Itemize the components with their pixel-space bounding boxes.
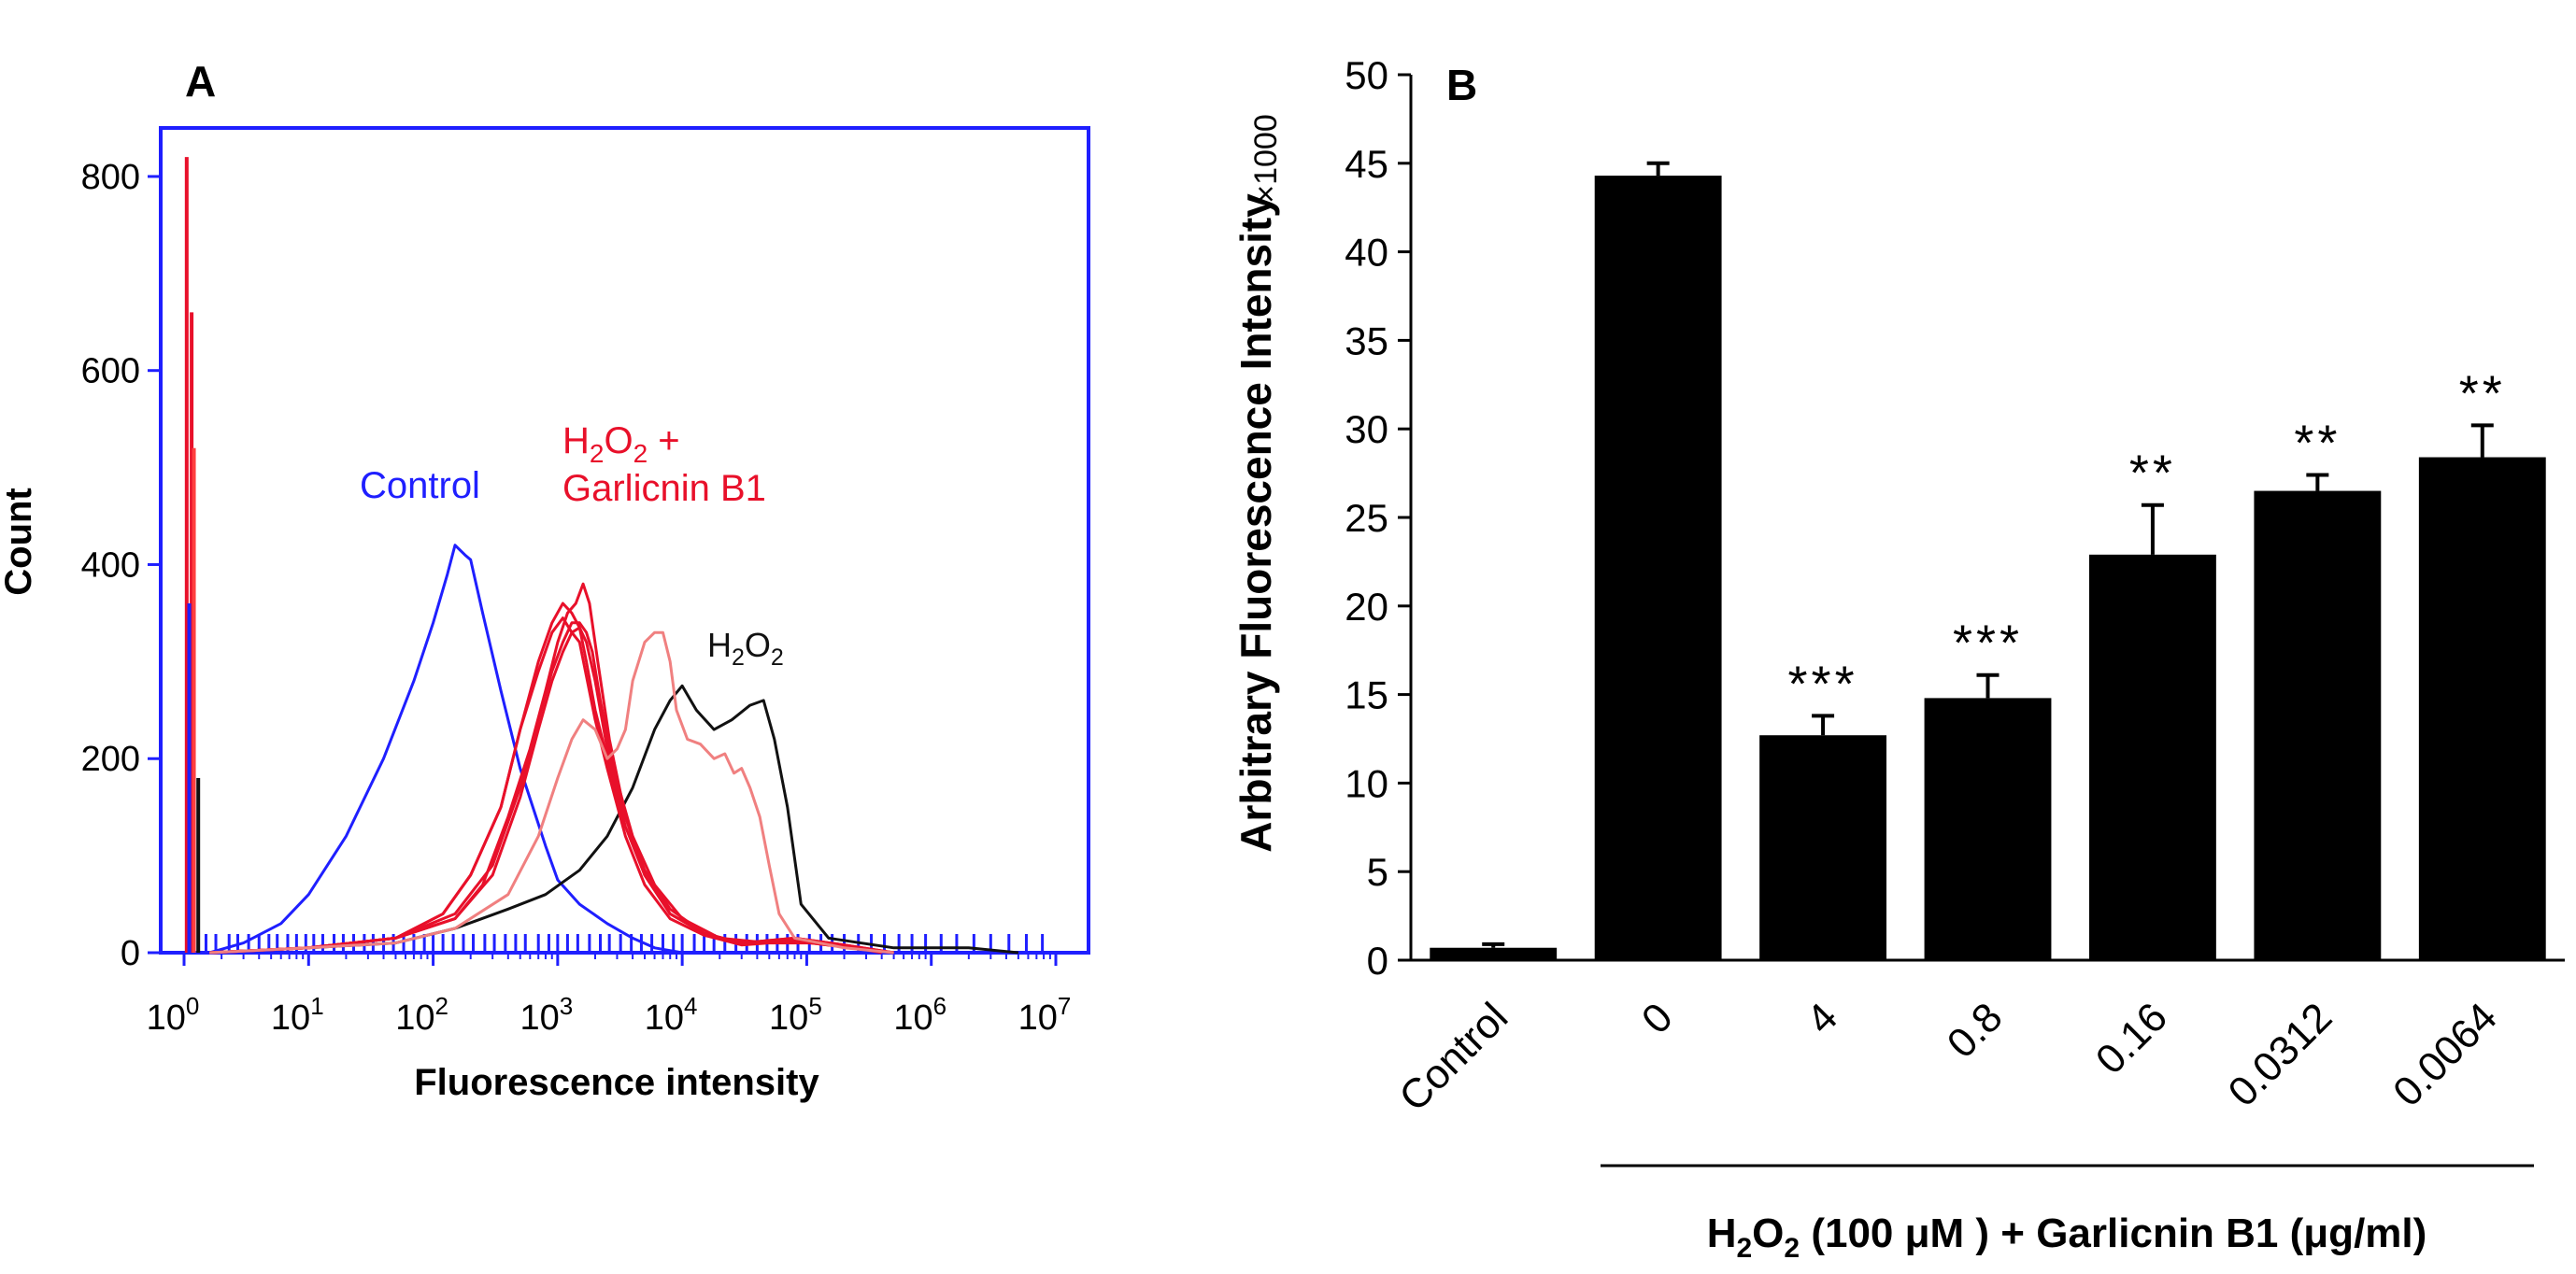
panel-a-y-tick-label: 800 [81,158,140,197]
panel-b-category-label: 4 [1798,994,1846,1042]
panel-a-y-tick-label: 600 [81,352,140,391]
panel-b-bars: ************ [1430,161,2546,960]
panel-a-y-tick-label: 200 [81,740,140,779]
panel-a-series-line [209,621,882,955]
panel-a-series-line [209,602,894,955]
panel-b-label: B [1446,61,1477,109]
panel-b-y-tick-label: 0 [1367,939,1388,983]
panel-a-series-line [208,544,683,955]
panel-a-y-tick-label: 0 [121,934,140,973]
panel-b-bar [2254,490,2382,960]
panel-b-category-label: 0.0312 [2220,994,2341,1115]
panel-b-category-label: Control [1390,994,1516,1120]
panel-b-category-label: 0 [1633,994,1682,1042]
panel-a-baseline-events [192,934,1045,953]
panel-b-y-tick-label: 40 [1345,231,1388,275]
panel-a-y-label: Count [0,488,39,596]
panel-b-y-tick-label: 25 [1345,496,1388,540]
panel-a-label: A [185,57,216,106]
panel-a-histogram: A 0 200 400 600 800 100 101 102 103 104 105 106 107… [0,57,1090,1103]
panel-b-bar [1430,947,1558,960]
panel-a-x-tick-label: 107 [1018,992,1072,1038]
panel-a-series [208,544,1019,955]
panel-b-bar [2089,554,2216,960]
panel-a-series-line [209,582,894,955]
panel-a-spikes [184,157,201,953]
panel-b-y-tick-label: 30 [1345,407,1388,451]
panel-b-y-tick-label: 5 [1367,850,1388,894]
panel-a-x-tick-label: 103 [519,992,573,1038]
garlicnin-annotation-line1: H2O2 + [562,420,680,468]
panel-a-plot-frame [159,126,1090,955]
panel-b-x-tick-labels: Control 0 4 0.8 0.16 0.0312 0.0064 [1390,994,2506,1120]
panel-b-y-tick-label: 15 [1345,673,1388,717]
panel-b-category-label: 0.8 [1939,994,2012,1067]
panel-a-series-line [209,616,894,955]
panel-b-bar [1924,698,2052,960]
panel-a-x-label: Fluorescence intensity [414,1062,819,1103]
panel-a-y-tick-label: 400 [81,545,140,585]
panel-b-significance-marker: *** [1788,656,1858,712]
panel-b-y-tick-label: 20 [1345,585,1388,629]
panel-b-y-tick-label: 45 [1345,142,1388,186]
panel-b-bar [1594,176,1722,960]
panel-b-significance-marker: ** [2294,415,2341,471]
panel-a-x-axis: 100 101 102 103 104 105 106 107 [147,953,1072,1038]
panel-b-y-axis: 0 5 10 15 20 25 30 35 40 45 50 [1345,53,1411,983]
panel-a-x-tick-label: 101 [271,992,324,1038]
panel-a-x-tick-label: 104 [645,992,698,1038]
panel-b-y-tick-label: 10 [1345,761,1388,805]
panel-b-bar [1759,735,1886,960]
panel-b-bar [2418,457,2546,960]
panel-b-y-multiplier: ×1000 [1248,114,1284,204]
panel-a-x-tick-label: 106 [893,992,946,1038]
panel-b-significance-marker: ** [2129,446,2176,502]
group-label: H2O2 (100 μM ) + Garlicnin B1 (μg/ml) [1707,1210,2427,1264]
panel-a-x-tick-label: 100 [147,992,200,1038]
panel-b-y-tick-label: 50 [1345,53,1388,97]
panel-a-x-tick-label: 102 [395,992,448,1038]
panel-b-category-label: 0.16 [2087,994,2176,1083]
panel-b-significance-marker: ** [2459,365,2506,421]
panel-b-y-tick-label: 35 [1345,318,1388,362]
panel-b-y-label: Arbitrary Fluorescence Intensity [1231,193,1280,853]
panel-a-series-line [209,626,894,955]
control-annotation: Control [360,465,480,506]
panel-a-x-tick-label: 105 [769,992,822,1038]
garlicnin-annotation-line2: Garlicnin B1 [562,468,766,509]
panel-b-significance-marker: *** [1953,616,2023,672]
panel-a-series-line [209,684,1019,955]
panel-a-y-axis: 0 200 400 600 800 [81,158,161,973]
h2o2-annotation: H2O2 [707,626,784,671]
panel-a-series-line [209,630,894,955]
panel-b-category-label: 0.0064 [2384,994,2506,1115]
